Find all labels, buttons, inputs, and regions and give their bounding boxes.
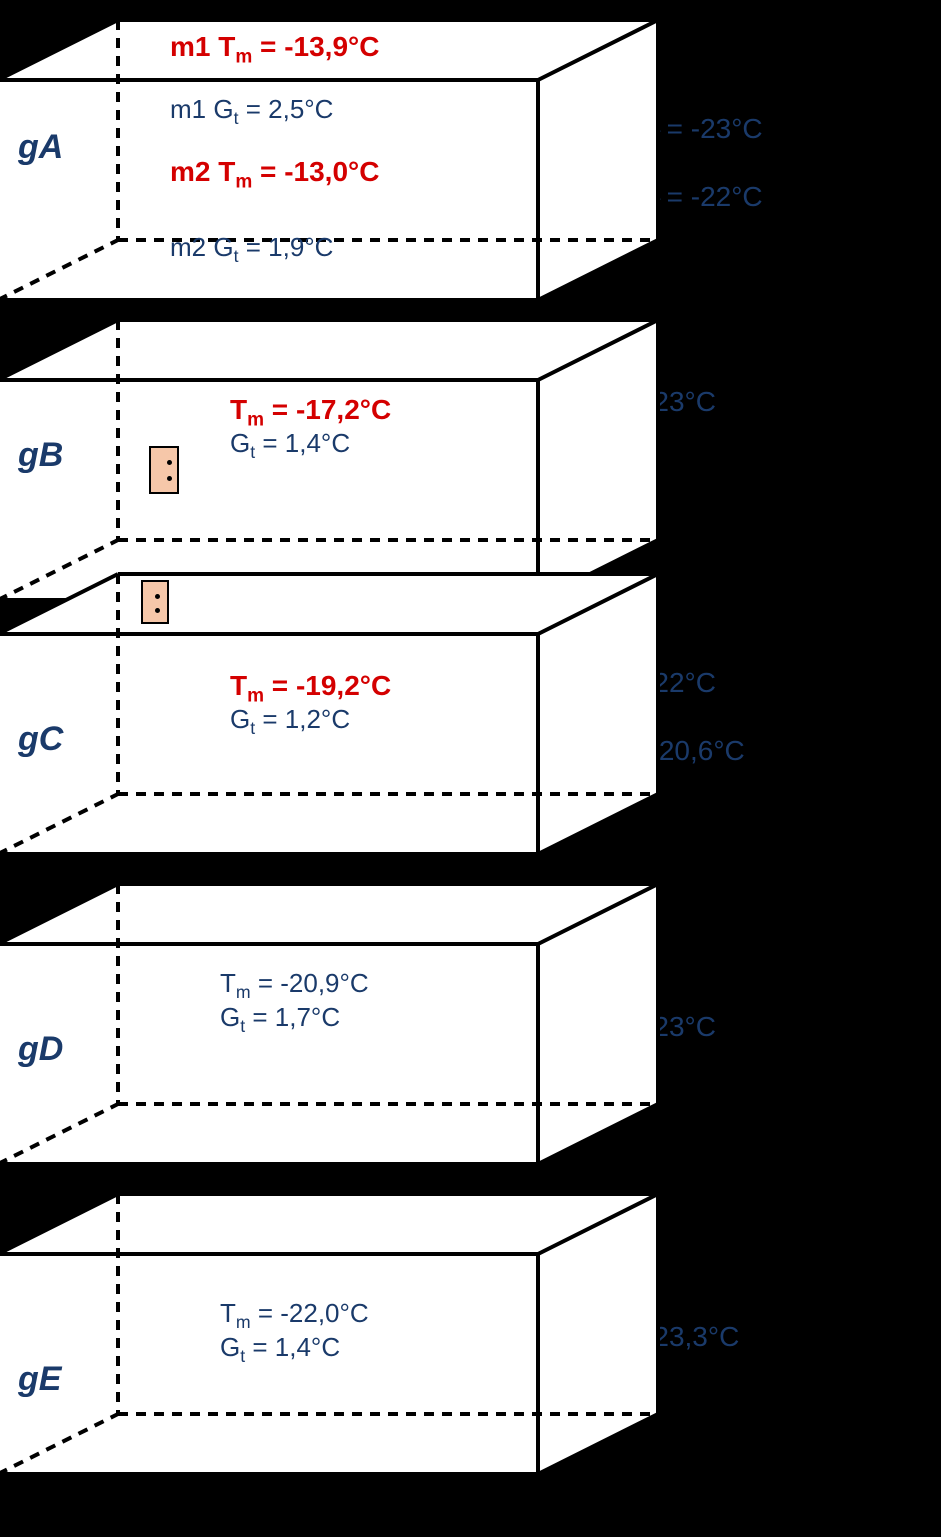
box-value: m1 Gt = 2,5°C xyxy=(170,94,333,129)
box-value: Gt = 1,4°C xyxy=(220,1332,340,1367)
box-value: Gt = 1,2°C xyxy=(230,704,350,739)
box-wrap: gA m1 Tm = -13,9°C m1 Gt = 2,5°C m2 Tm = -1… xyxy=(0,16,560,316)
box-label: gC xyxy=(18,720,63,759)
box-wrap: gE Tm = -22,0°CGt = 1,4°C xyxy=(0,1190,560,1490)
box-label: gA xyxy=(18,128,63,167)
box-wrap: gC Tm = -19,2°CGt = 1,2°C xyxy=(0,570,560,870)
chip-dot xyxy=(155,594,160,599)
box-label: gB xyxy=(18,436,63,475)
box-value: Tm = -19,2°C xyxy=(230,670,391,708)
chip-dot xyxy=(167,460,172,465)
box-value: Tm = -22,0°C xyxy=(220,1298,369,1333)
box-label: gE xyxy=(18,1360,61,1399)
box-value: Tm = -17,2°C xyxy=(230,394,391,432)
chip-dot xyxy=(167,476,172,481)
box-value: Gt = 1,7°C xyxy=(220,1002,340,1037)
box-value: Tm = -20,9°C xyxy=(220,968,369,1003)
row-gE: gETm = -22,0°CGt = 1,4°CSf = -23,3°C xyxy=(0,1190,941,1490)
box-label: gD xyxy=(18,1030,63,1069)
row-gD: gDTm = -20,9°CGt = 1,7°CSf = -23°C xyxy=(0,880,941,1180)
box-value: m1 Tm = -13,9°C xyxy=(170,31,379,69)
sensor-chip xyxy=(141,580,169,624)
chip-dot xyxy=(155,608,160,613)
row-gC: gCTm = -19,2°CGt = 1,2°CSf = -22°CS1 = -… xyxy=(0,570,941,870)
row-gA: gA m1 Tm = -13,9°C m1 Gt = 2,5°C m2 Tm = -1… xyxy=(0,16,941,316)
box-value: Gt = 1,4°C xyxy=(230,428,350,463)
box-value: m2 Gt = 1,9°C xyxy=(170,232,333,267)
box-value: m2 Tm = -13,0°C xyxy=(170,156,379,194)
box-wrap: gD Tm = -20,9°CGt = 1,7°C xyxy=(0,880,560,1180)
sensor-chip xyxy=(149,446,179,494)
